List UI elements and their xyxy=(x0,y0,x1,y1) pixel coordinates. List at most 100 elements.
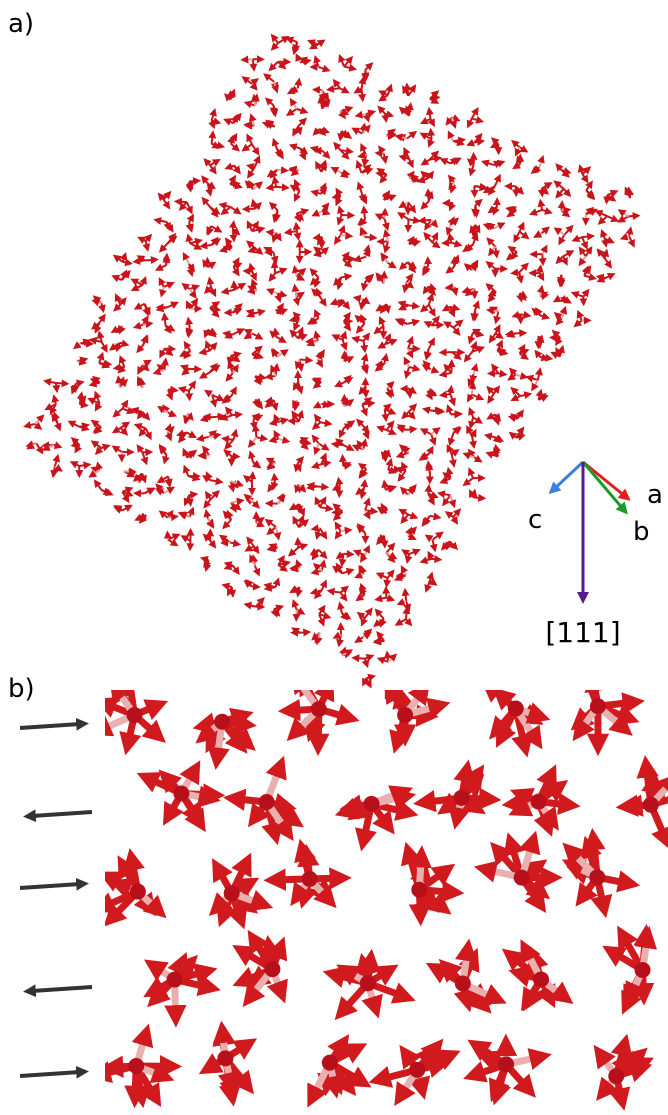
spin-arrow xyxy=(386,598,391,600)
spin-arrow xyxy=(443,394,450,395)
spin-arrow xyxy=(291,421,299,422)
spin-arrow xyxy=(519,232,526,237)
spin-arrow xyxy=(293,169,298,170)
spin-arrow xyxy=(256,600,262,607)
spin-arrow xyxy=(448,225,450,232)
spin-arrow xyxy=(318,487,326,488)
spin-arrow xyxy=(142,452,145,461)
spin-arrow xyxy=(121,424,127,428)
spin-arrow xyxy=(53,467,54,475)
spin-arrow xyxy=(409,389,410,395)
spin-arrow xyxy=(365,70,366,77)
spin-arrow xyxy=(517,147,520,153)
spin-arrow xyxy=(472,437,473,445)
spin-arrow xyxy=(255,159,259,168)
spin-arrow xyxy=(342,613,346,617)
spin-arrow xyxy=(232,414,239,415)
spin-arrow xyxy=(92,470,100,475)
spin-arrow xyxy=(364,336,368,341)
spin-arrow xyxy=(469,118,472,124)
spin-arrow xyxy=(515,232,519,240)
spin-arrow xyxy=(364,357,366,363)
spin-arrow xyxy=(408,489,412,494)
spin-site xyxy=(173,785,189,801)
spin-arrow xyxy=(430,139,432,144)
spin-arrow xyxy=(73,384,76,391)
spin-arrow xyxy=(343,260,349,265)
spin-arrow xyxy=(629,236,633,244)
spin-arrow xyxy=(273,37,278,43)
spin-arrow xyxy=(268,521,276,527)
spin-arrow xyxy=(470,411,473,418)
spin-arrow xyxy=(269,187,276,188)
spin-arrow xyxy=(494,437,500,440)
spin-arrow xyxy=(233,566,237,572)
spin-arrow xyxy=(409,406,415,412)
spin-arrow xyxy=(558,189,564,196)
spin-arrow xyxy=(511,248,517,252)
spin-arrow xyxy=(142,412,147,418)
spin-arrow xyxy=(340,58,344,67)
spin-arrow xyxy=(248,137,252,144)
spin-arrow xyxy=(429,297,432,305)
spin-arrow xyxy=(454,322,461,328)
spin-arrow xyxy=(225,520,231,526)
spin-arrow xyxy=(432,242,437,245)
spin-arrow xyxy=(185,285,190,289)
spin-arrow xyxy=(340,88,346,91)
spin-arrow xyxy=(512,434,516,437)
spin-arrow xyxy=(453,517,456,521)
spin-arrow xyxy=(407,276,411,282)
spin-arrow xyxy=(233,229,234,238)
spin-arrow xyxy=(607,192,615,195)
spin-arrow xyxy=(429,111,430,119)
spin-arrow xyxy=(270,290,278,293)
spin-arrow xyxy=(513,390,520,396)
spin-arrow xyxy=(404,551,409,554)
spin-arrow xyxy=(136,260,145,261)
spin-site xyxy=(364,796,380,812)
spin-arrow xyxy=(427,323,432,325)
spin-arrow xyxy=(402,305,409,308)
layer-arrow xyxy=(20,1072,80,1076)
spin-arrow xyxy=(407,322,416,324)
spin-arrow xyxy=(248,546,254,550)
spin-arrow xyxy=(168,476,169,483)
spin-arrow xyxy=(158,265,166,269)
spin-arrow xyxy=(537,310,540,315)
spin-arrow xyxy=(364,483,365,489)
spin-arrow xyxy=(255,428,256,438)
spin-arrow xyxy=(139,345,143,350)
spin-site xyxy=(533,971,549,987)
spin-arrow xyxy=(292,332,298,338)
spin-arrow xyxy=(430,580,434,583)
spin-arrow xyxy=(542,210,549,212)
spin-arrow xyxy=(249,167,254,175)
spin-arrow xyxy=(429,305,434,314)
spin-arrow xyxy=(384,357,385,364)
spin-arrow xyxy=(185,255,189,263)
spin-arrow xyxy=(116,305,120,309)
spin-arrow xyxy=(146,237,150,241)
spin-arrow xyxy=(207,513,208,519)
spin-arrow xyxy=(400,601,406,603)
spin-arrow xyxy=(79,465,87,466)
spin-arrow xyxy=(253,419,254,426)
spin-arrow xyxy=(274,252,276,260)
spin-arrow xyxy=(161,281,164,287)
spin-arrow xyxy=(475,141,481,142)
spin-arrow xyxy=(362,405,365,413)
spin-arrow xyxy=(454,327,458,332)
spin-arrow xyxy=(450,178,454,182)
spin-arrow xyxy=(510,375,515,379)
spin-arrow xyxy=(509,333,516,334)
spin-arrow xyxy=(224,207,231,213)
spin-arrow xyxy=(294,568,299,569)
spin-arrow xyxy=(402,262,408,267)
spin-arrow xyxy=(165,316,166,325)
spin-arrow xyxy=(211,493,218,500)
spin-arrow xyxy=(322,211,327,213)
spin-arrow xyxy=(366,678,370,685)
spin-arrow xyxy=(252,354,258,357)
spin-arrow xyxy=(295,382,298,387)
